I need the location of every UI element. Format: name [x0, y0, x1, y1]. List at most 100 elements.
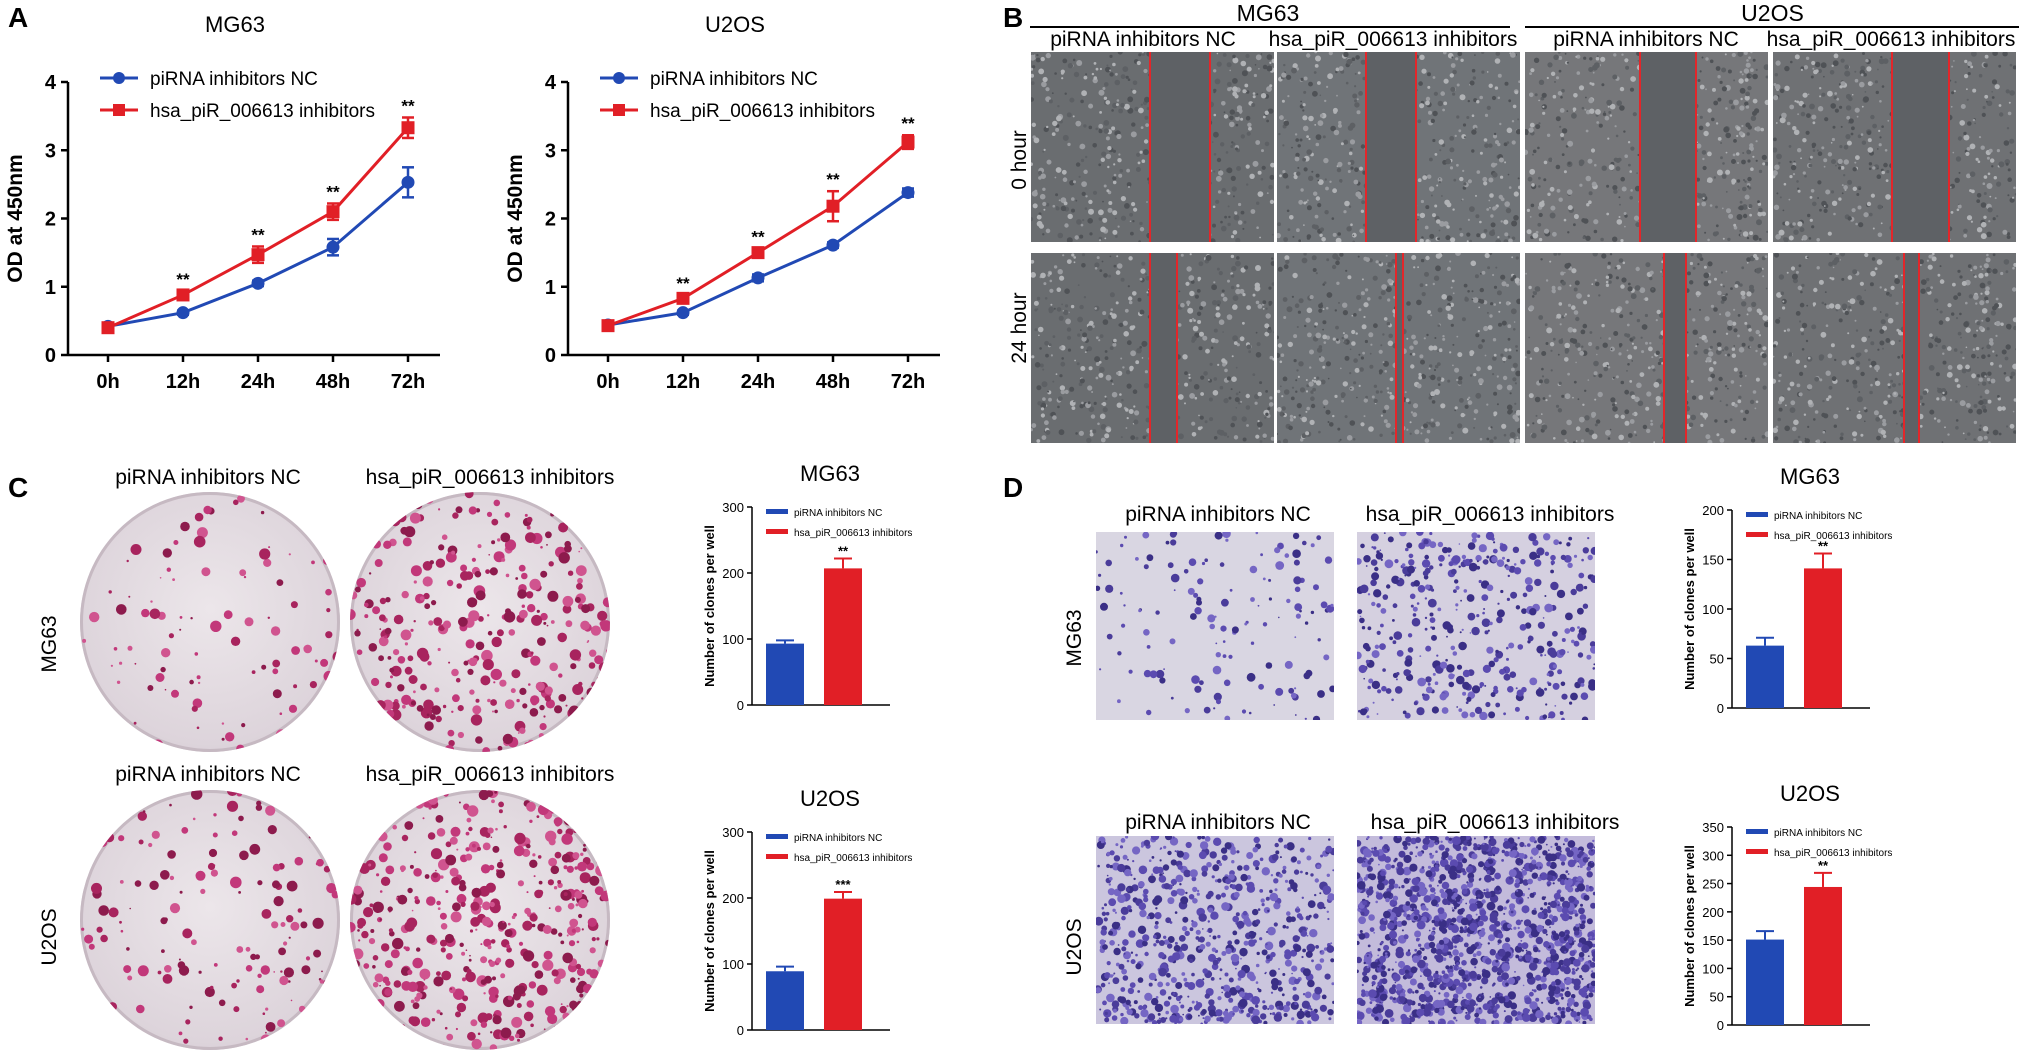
speck	[171, 689, 179, 698]
speck	[519, 609, 528, 619]
speck	[1044, 340, 1049, 346]
panel-b-col-1: piRNA inhibitors NC	[1050, 28, 1236, 51]
speck	[1784, 85, 1790, 91]
speck	[2006, 127, 2010, 130]
speck	[1267, 328, 1272, 334]
speck	[1585, 235, 1591, 241]
speck	[1607, 366, 1611, 369]
speck	[1406, 428, 1409, 431]
speck	[1967, 264, 1972, 268]
speck	[1269, 355, 1274, 360]
speck	[1595, 56, 1600, 61]
speck	[1775, 234, 1781, 240]
speck	[1538, 379, 1543, 384]
speck	[1960, 336, 1962, 339]
speck	[1213, 69, 1217, 73]
speck	[538, 733, 544, 739]
speck	[1951, 91, 1955, 95]
speck	[1784, 425, 1790, 432]
speck	[1184, 402, 1186, 405]
x-tick-label: 72h	[891, 371, 925, 393]
speck	[263, 743, 269, 749]
speck	[1701, 193, 1707, 199]
speck	[407, 655, 414, 662]
speck	[1696, 114, 1699, 116]
speck	[1627, 363, 1630, 366]
speck	[1139, 309, 1145, 315]
speck	[1553, 54, 1559, 61]
speck	[1510, 277, 1514, 282]
speck	[1351, 314, 1354, 317]
speck	[1296, 403, 1302, 409]
legend-label: hsa_piR_006613 inhibitors	[650, 101, 875, 122]
speck	[1555, 76, 1560, 80]
speck	[1794, 54, 1800, 60]
speck	[2005, 270, 2009, 274]
speck	[1443, 52, 1447, 55]
speck	[1807, 356, 1811, 360]
speck	[1979, 300, 1985, 306]
speck	[1120, 215, 1127, 221]
speck	[516, 698, 520, 703]
speck	[1549, 260, 1552, 263]
speck	[241, 723, 246, 728]
speck	[314, 659, 318, 663]
speck	[1332, 232, 1337, 237]
speck	[1511, 120, 1515, 123]
speck	[1816, 149, 1819, 152]
speck	[1514, 417, 1520, 422]
significance-label: **	[826, 170, 840, 189]
speck	[1979, 282, 1986, 289]
speck	[1531, 432, 1537, 439]
speck	[1627, 282, 1631, 286]
speck	[1323, 406, 1326, 409]
speck	[1112, 176, 1117, 181]
speck	[1312, 387, 1316, 392]
speck	[1578, 159, 1585, 166]
speck	[1216, 52, 1219, 55]
speck	[1747, 307, 1752, 312]
speck	[1808, 163, 1813, 168]
speck	[1199, 415, 1204, 420]
speck	[1564, 52, 1567, 55]
speck	[1901, 274, 1903, 277]
speck	[1322, 365, 1326, 369]
speck	[1608, 110, 1612, 114]
speck	[1864, 91, 1867, 93]
speck	[1579, 183, 1583, 187]
speck	[1976, 193, 1982, 198]
speck	[1441, 195, 1443, 197]
speck	[1331, 217, 1335, 220]
speck	[1289, 417, 1294, 422]
speck	[1858, 410, 1861, 413]
speck	[1829, 70, 1835, 75]
speck	[424, 603, 431, 610]
speck	[1750, 438, 1756, 443]
speck	[1645, 341, 1648, 345]
speck	[529, 708, 539, 717]
speck	[1824, 117, 1829, 122]
speck	[1079, 404, 1084, 409]
wound-edge-line	[1695, 52, 1697, 242]
speck	[1209, 417, 1214, 422]
speck	[1509, 432, 1516, 438]
speck	[1473, 417, 1476, 421]
speck	[1052, 335, 1056, 338]
speck	[1649, 270, 1654, 275]
speck	[1535, 230, 1539, 234]
speck	[1314, 214, 1319, 219]
speck	[1578, 85, 1585, 91]
speck	[2013, 398, 2016, 402]
speck	[1978, 428, 1982, 432]
speck	[1841, 303, 1848, 310]
speck	[1627, 433, 1633, 438]
speck	[1349, 420, 1356, 426]
speck	[1425, 255, 1430, 261]
speck	[1763, 64, 1768, 71]
speck	[1529, 168, 1536, 175]
speck	[1184, 382, 1189, 387]
speck	[1189, 378, 1192, 382]
speck	[1474, 54, 1476, 56]
speck	[1888, 373, 1892, 377]
speck	[1550, 71, 1556, 76]
